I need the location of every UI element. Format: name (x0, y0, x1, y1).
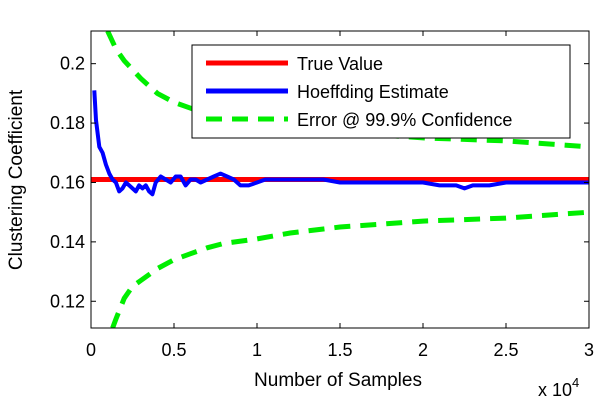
legend: True Value Hoeffding Estimate Error @ 99… (191, 44, 571, 139)
series-error-upper-line (105, 31, 589, 150)
x-multiplier-exponent: 4 (572, 375, 579, 390)
series-layer (91, 31, 589, 328)
ticks-layer: 0 0.5 1 1.5 2 2.5 3 0.12 0.14 0.16 0.18 0.2 (50, 31, 594, 360)
y-tick-label-0: 0.12 (50, 291, 85, 311)
x-multiplier-label: x 104 (538, 375, 579, 400)
y-tick-label-3: 0.18 (50, 113, 85, 133)
x-tick-label-0: 0 (86, 340, 96, 360)
x-tick-label-1: 0.5 (161, 340, 186, 360)
x-tick-label-5: 2.5 (493, 340, 518, 360)
x-tick-label-4: 2 (418, 340, 428, 360)
x-tick-label-2: 1 (252, 340, 262, 360)
y-tick-label-4: 0.2 (60, 54, 85, 74)
series-hoeffding-estimate-line (92, 90, 589, 197)
legend-label-error-confidence: Error @ 99.9% Confidence (297, 110, 512, 130)
x-multiplier-base: x 10 (538, 380, 572, 400)
legend-label-true-value: True Value (297, 54, 383, 74)
series-error-lower-line (110, 209, 589, 328)
y-tick-label-1: 0.14 (50, 232, 85, 252)
y-axis-label: Clustering Coefficient (6, 89, 27, 270)
legend-label-hoeffding-estimate: Hoeffding Estimate (297, 82, 449, 102)
x-axis-label: Number of Samples (254, 370, 422, 391)
y-tick-label-2: 0.16 (50, 172, 85, 192)
x-tick-label-6: 3 (584, 340, 594, 360)
x-tick-label-3: 1.5 (327, 340, 352, 360)
